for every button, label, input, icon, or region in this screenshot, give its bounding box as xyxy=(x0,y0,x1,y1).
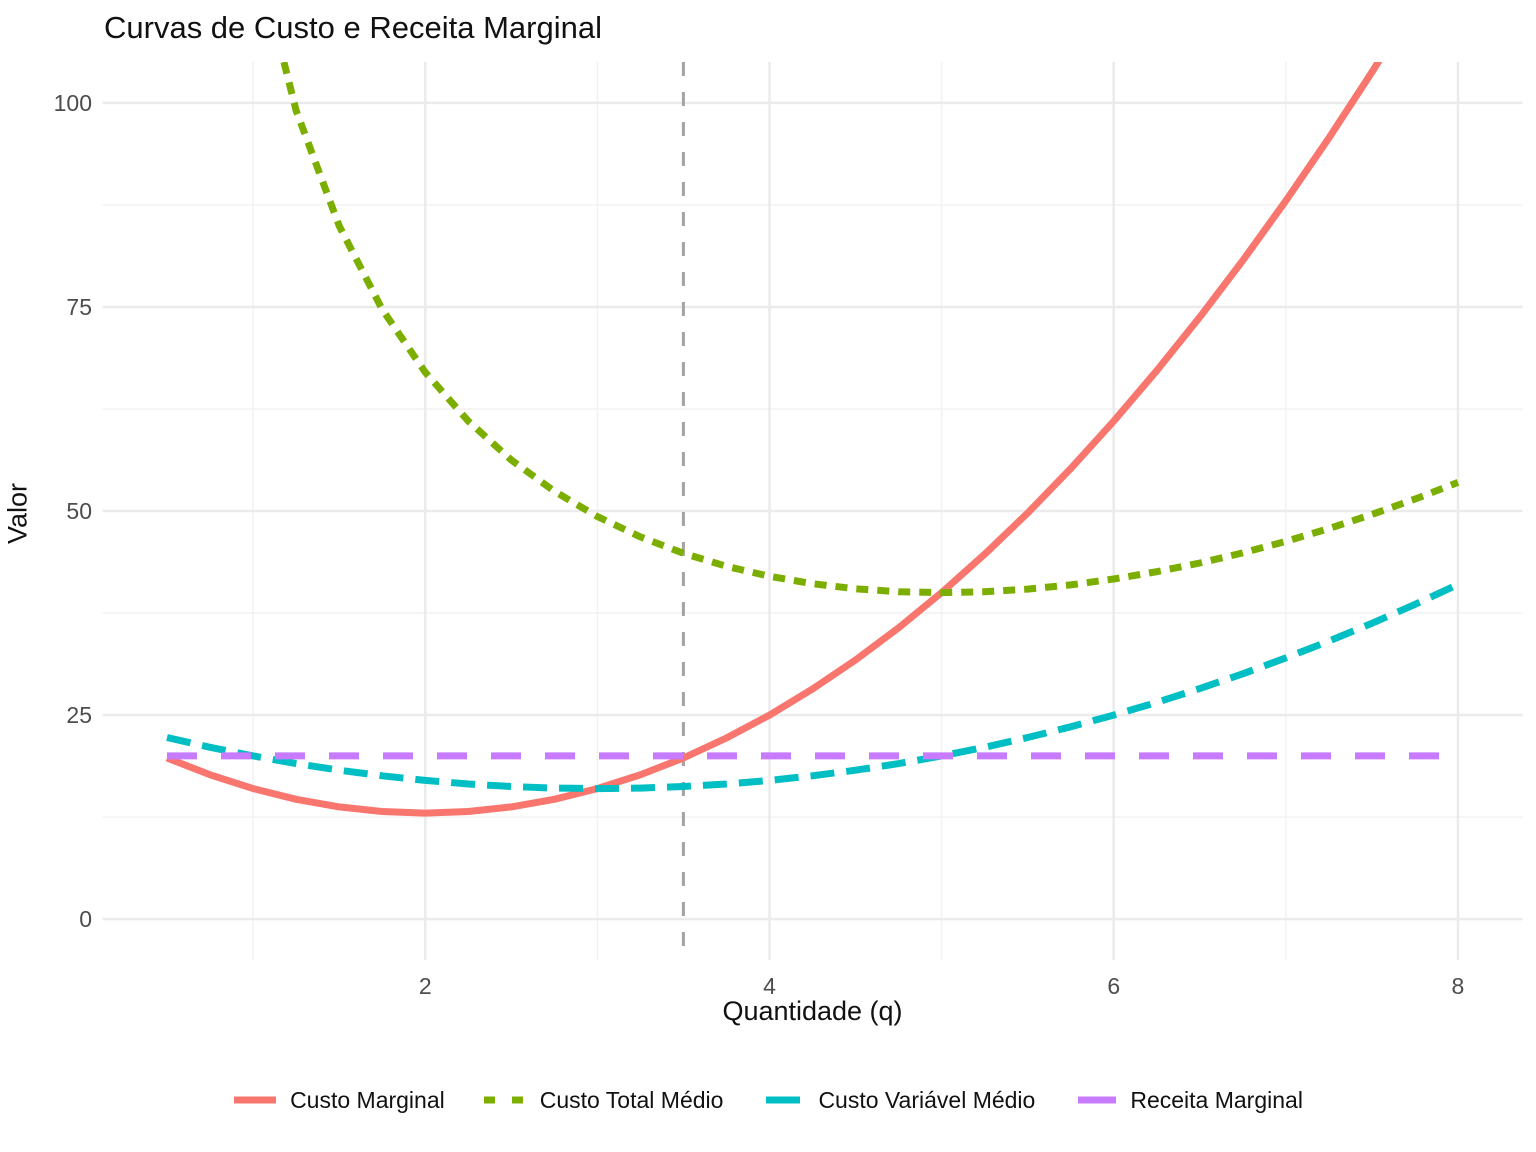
y-axis-title: Valor xyxy=(2,482,33,545)
legend-key-custo-variavel-medio xyxy=(762,1096,805,1104)
legend-item-receita-marginal: Receita Marginal xyxy=(1073,1087,1303,1114)
y-tick-label: 75 xyxy=(66,294,92,320)
legend-key-custo-marginal xyxy=(234,1096,277,1104)
x-tick-label: 4 xyxy=(763,973,776,999)
curve-custo-marginal xyxy=(165,62,1383,817)
y-tick-label: 0 xyxy=(79,906,92,932)
legend-key-receita-marginal xyxy=(1074,1096,1117,1104)
y-tick-label: 100 xyxy=(54,90,92,116)
y-tick-label: 25 xyxy=(66,702,92,728)
x-tick-label: 2 xyxy=(419,973,432,999)
legend-label-custo-total-medio: Custo Total Médio xyxy=(539,1086,724,1113)
y-tick-label: 50 xyxy=(66,498,92,524)
x-axis-title: Quantidade (q) xyxy=(722,996,903,1026)
curve-custo-variavel-medio xyxy=(166,581,1460,793)
legend-key-custo-total-medio xyxy=(483,1096,526,1104)
curve-custo-total-medio xyxy=(280,62,1460,597)
legend-label-receita-marginal: Receita Marginal xyxy=(1130,1086,1303,1113)
chart-title: Curvas de Custo e Receita Marginal xyxy=(104,10,602,45)
legend: Custo Marginal Custo Total Médio Custo Var… xyxy=(0,1080,1536,1120)
legend-label-custo-marginal: Custo Marginal xyxy=(290,1086,445,1113)
legend-item-custo-marginal: Custo Marginal xyxy=(233,1087,445,1114)
legend-item-custo-variavel-medio: Custo Variável Médio xyxy=(761,1087,1035,1114)
legend-label-custo-variavel-medio: Custo Variável Médio xyxy=(818,1086,1036,1113)
x-tick-label: 8 xyxy=(1452,973,1465,999)
x-tick-label: 6 xyxy=(1107,973,1120,999)
legend-item-custo-total-medio: Custo Total Médio xyxy=(483,1086,724,1114)
